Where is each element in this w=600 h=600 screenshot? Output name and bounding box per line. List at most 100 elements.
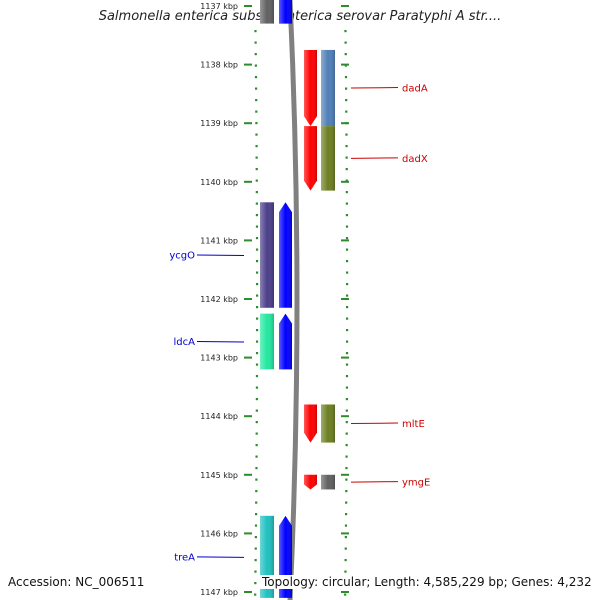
- ruler-dot: [254, 30, 257, 33]
- gene-leader-line: [350, 422, 399, 425]
- backbone-arc: [287, 0, 300, 600]
- ruler-dot: [254, 87, 258, 90]
- ruler-dot: [345, 444, 348, 447]
- gene-cog-shade: [260, 202, 274, 308]
- tick-mark: [341, 180, 349, 183]
- gene-strand-shade: [304, 404, 317, 443]
- ruler-dot: [344, 547, 347, 550]
- tick-mark: [341, 591, 349, 593]
- ruler-dot: [344, 513, 348, 516]
- tick-mark: [244, 239, 252, 242]
- gene-ldcA[interactable]: [260, 313, 292, 370]
- ruler-dots: [254, 30, 349, 596]
- ruler-dot: [344, 30, 347, 33]
- tick-mark: [244, 591, 252, 593]
- gene-label: dadX: [402, 154, 428, 165]
- ruler-dot: [255, 248, 259, 251]
- tick-label: 1143 kbp: [200, 354, 238, 363]
- ruler-dot: [344, 536, 347, 539]
- gene-strand-shade: [304, 474, 317, 490]
- gene-ycgO[interactable]: [260, 202, 292, 308]
- ruler-dot: [345, 478, 348, 481]
- ruler-dot: [345, 490, 348, 493]
- ruler-dot: [255, 225, 259, 228]
- ruler-dot: [255, 490, 258, 493]
- gene-dadA[interactable]: [304, 49, 335, 127]
- tick-label: 1141 kbp: [200, 236, 238, 245]
- gene-leader-line: [350, 481, 399, 483]
- tick-label: 1137 kbp: [200, 2, 238, 11]
- tick-mark: [244, 415, 252, 418]
- tick-label: 1140 kbp: [200, 178, 238, 187]
- gene-label: dadA: [402, 84, 428, 95]
- tick-mark: [244, 532, 252, 535]
- ruler-dot: [345, 386, 349, 389]
- tick-label: 1142 kbp: [200, 295, 238, 304]
- ruler-dot: [345, 409, 348, 412]
- ruler-dot: [255, 432, 258, 435]
- tick-label: 1144 kbp: [200, 412, 238, 421]
- ruler-dot: [345, 329, 349, 332]
- ruler-dot: [255, 294, 259, 297]
- ruler-dot: [345, 271, 349, 274]
- gene-tracks: [260, 0, 335, 598]
- tick-mark: [341, 298, 349, 300]
- gene-cog-shade: [260, 313, 274, 370]
- ruler-dot: [344, 87, 348, 90]
- ruler-dot: [345, 202, 348, 205]
- ruler-dot: [254, 53, 257, 56]
- ruler-dot: [255, 317, 259, 320]
- ruler-dot: [345, 110, 348, 113]
- ruler-dot: [344, 559, 347, 562]
- ruler-dot: [255, 260, 259, 263]
- ruler-dot: [345, 191, 348, 194]
- ruler-dot: [254, 64, 257, 67]
- ruler-dot: [345, 214, 349, 217]
- ruler-dot: [255, 237, 259, 240]
- ruler-dot: [255, 478, 258, 481]
- ruler-dot: [255, 271, 259, 274]
- ruler-dot: [344, 593, 347, 596]
- ruler-dot: [344, 570, 347, 573]
- gene-strand-shade: [304, 49, 317, 127]
- tick-mark: [341, 5, 349, 7]
- tick-mark: [244, 63, 252, 66]
- topology-summary: Topology: circular; Length: 4,585,229 bp…: [260, 575, 594, 589]
- tick-mark: [244, 298, 252, 300]
- gene-ymgE[interactable]: [304, 474, 335, 490]
- gene-mltE[interactable]: [304, 404, 335, 443]
- gene-dadX[interactable]: [304, 126, 335, 191]
- ruler-dot: [255, 363, 259, 366]
- gene-label: treA: [174, 552, 195, 563]
- gene-unnamed[interactable]: [260, 0, 292, 24]
- ruler-dot: [345, 432, 348, 435]
- ruler-dot: [255, 202, 258, 205]
- ruler-dot: [345, 283, 349, 286]
- ruler-dot: [345, 99, 348, 102]
- ruler-dot: [255, 467, 258, 470]
- gene-strand-shade: [279, 202, 292, 308]
- ruler-dot: [254, 76, 258, 79]
- tick-mark: [244, 180, 252, 183]
- ruler-dot: [255, 179, 258, 182]
- ruler-dot: [255, 122, 258, 125]
- ruler-dot: [344, 524, 348, 527]
- ruler-dot: [255, 352, 259, 355]
- gene-leader-line: [196, 556, 245, 558]
- gene-cog-shade: [321, 474, 335, 490]
- tick-label: 1146 kbp: [200, 529, 238, 538]
- map-title: Salmonella enterica subsp. enterica sero…: [98, 9, 502, 24]
- ruler-dot: [254, 582, 257, 585]
- gene-leader-line: [350, 87, 399, 89]
- gene-label: ldcA: [174, 337, 196, 348]
- tick-mark: [244, 356, 252, 359]
- ruler-dot: [345, 398, 348, 401]
- ruler-dot: [345, 317, 349, 320]
- ruler-dot: [345, 375, 349, 378]
- ruler-dot: [255, 283, 259, 286]
- ruler-dot: [345, 237, 349, 240]
- accession-text: Accession: NC_006511: [8, 575, 145, 589]
- ruler-dot: [254, 547, 257, 550]
- ruler-dot: [255, 145, 258, 148]
- ruler-dot: [345, 294, 349, 297]
